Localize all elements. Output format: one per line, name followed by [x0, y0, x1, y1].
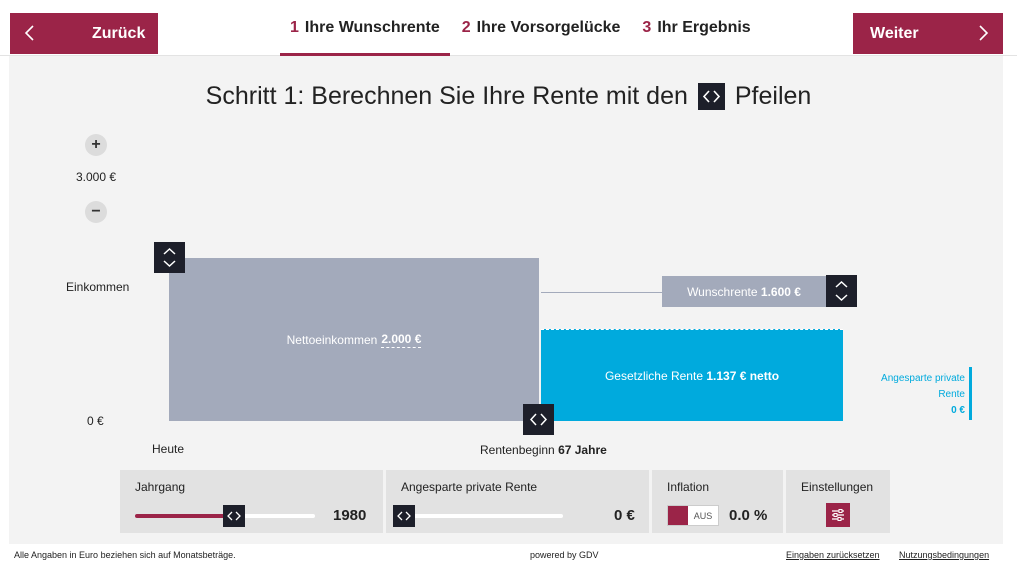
private-pension-line1: Angesparte private	[881, 373, 965, 384]
powered-by: powered by GDV	[530, 550, 599, 560]
private-pension-marker-bar	[969, 367, 972, 420]
next-button-label: Weiter	[870, 24, 919, 42]
legal-pension-label: Gesetzliche Rente	[604, 368, 703, 383]
inflation-label: Inflation	[667, 480, 710, 494]
private-pension-value: 0 €	[614, 507, 635, 524]
scale-max-label: 3.000 €	[76, 170, 117, 184]
chevron-right-icon	[979, 25, 989, 41]
scale-plus-button[interactable]: +	[85, 134, 107, 156]
legal-pension-bar: Gesetzliche Rente 1.137 € netto	[541, 329, 843, 421]
toggle-state-label: AUS	[693, 510, 713, 521]
up-down-arrows-icon	[163, 247, 176, 268]
step-tabs: 1 Ihre Wunschrente 2 Ihre Vorsorgelücke …	[280, 0, 763, 56]
tab-step-2[interactable]: 2 Ihre Vorsorgelücke	[452, 0, 631, 56]
back-button[interactable]: Zurück	[10, 13, 158, 54]
step-number: 2	[461, 19, 471, 36]
step-label: Ihr Ergebnis	[657, 19, 751, 36]
top-navigation: Zurück 1 Ihre Wunschrente 2 Ihre Vorsorg…	[0, 0, 1017, 56]
private-pension-panel: Angesparte private Rente 0 €	[386, 470, 649, 533]
terms-link[interactable]: Nutzungsbedingungen	[899, 550, 990, 560]
net-income-value[interactable]: 2.000 €	[381, 331, 422, 348]
jahrgang-label: Jahrgang	[135, 480, 186, 494]
wish-pension-connector	[541, 292, 662, 293]
step-number: 3	[642, 19, 652, 36]
inflation-toggle[interactable]: AUS	[667, 505, 719, 526]
today-label: Heute	[152, 442, 185, 456]
private-pension-label: Angesparte private Rente	[401, 480, 538, 494]
private-pension-marker-label: Angesparte private Rente 0 €	[881, 371, 965, 419]
step-label: Ihre Wunschrente	[304, 19, 440, 36]
left-right-arrows-icon	[227, 511, 241, 521]
private-pension-line2: Rente	[938, 389, 965, 400]
step-number: 1	[290, 19, 299, 36]
left-right-arrows-icon	[529, 413, 548, 426]
net-income-label: Nettoeinkommen	[286, 332, 378, 347]
step-label: Ihre Vorsorgelücke	[476, 19, 621, 36]
private-pension-marker-value: 0 €	[951, 405, 965, 416]
private-pension-slider-track[interactable]	[401, 514, 563, 518]
sliders-icon	[832, 509, 844, 521]
legal-pension-value: 1.137 € netto	[706, 368, 780, 383]
wish-pension-label: Wunschrente	[687, 284, 758, 299]
back-button-label: Zurück	[92, 24, 146, 42]
zero-label: 0 €	[87, 414, 104, 428]
title-text-before: Schritt 1: Berechnen Sie Ihre Rente mit …	[205, 82, 688, 110]
net-income-adjust-handle[interactable]	[154, 242, 185, 273]
left-right-arrows-icon	[397, 511, 411, 521]
tab-step-1[interactable]: 1 Ihre Wunschrente	[280, 0, 450, 56]
net-income-bar: Nettoeinkommen 2.000 €	[169, 258, 539, 421]
jahrgang-value: 1980	[333, 507, 367, 524]
wish-pension-adjust-handle[interactable]	[826, 275, 857, 307]
minus-icon: −	[91, 203, 101, 220]
toggle-switch-knob	[668, 506, 688, 525]
wish-pension-box: Wunschrente 1.600 €	[662, 276, 826, 307]
y-axis-label: Einkommen	[66, 280, 130, 294]
settings-panel: Einstellungen	[786, 470, 890, 533]
plus-icon: +	[91, 136, 101, 153]
up-down-arrows-icon	[835, 280, 848, 302]
inflation-value: 0.0 %	[729, 507, 768, 524]
settings-label: Einstellungen	[801, 480, 874, 494]
retirement-age-handle[interactable]	[523, 404, 554, 435]
settings-button[interactable]	[826, 503, 850, 527]
private-pension-slider-thumb[interactable]	[393, 505, 415, 527]
arrows-icon	[697, 83, 725, 110]
page-title: Schritt 1: Berechnen Sie Ihre Rente mit …	[0, 82, 1017, 111]
reset-inputs-link[interactable]: Eingaben zurücksetzen	[786, 550, 880, 560]
jahrgang-slider-thumb[interactable]	[223, 505, 245, 527]
footer-note: Alle Angaben in Euro beziehen sich auf M…	[14, 550, 236, 560]
inflation-panel: Inflation AUS 0.0 %	[652, 470, 783, 533]
tab-step-3[interactable]: 3 Ihr Ergebnis	[632, 0, 760, 56]
scale-minus-button[interactable]: −	[85, 201, 107, 223]
jahrgang-slider-fill	[135, 514, 234, 518]
retirement-start-label: Rentenbeginn 67 Jahre	[480, 443, 607, 457]
chevron-left-icon	[24, 25, 34, 41]
title-text-after: Pfeilen	[734, 82, 812, 110]
jahrgang-panel: Jahrgang 1980	[120, 470, 383, 533]
next-button[interactable]: Weiter	[853, 13, 1003, 54]
wish-pension-value: 1.600 €	[760, 284, 801, 299]
retirement-age: 67 Jahre	[558, 443, 607, 457]
retirement-start-text: Rentenbeginn	[480, 443, 555, 457]
